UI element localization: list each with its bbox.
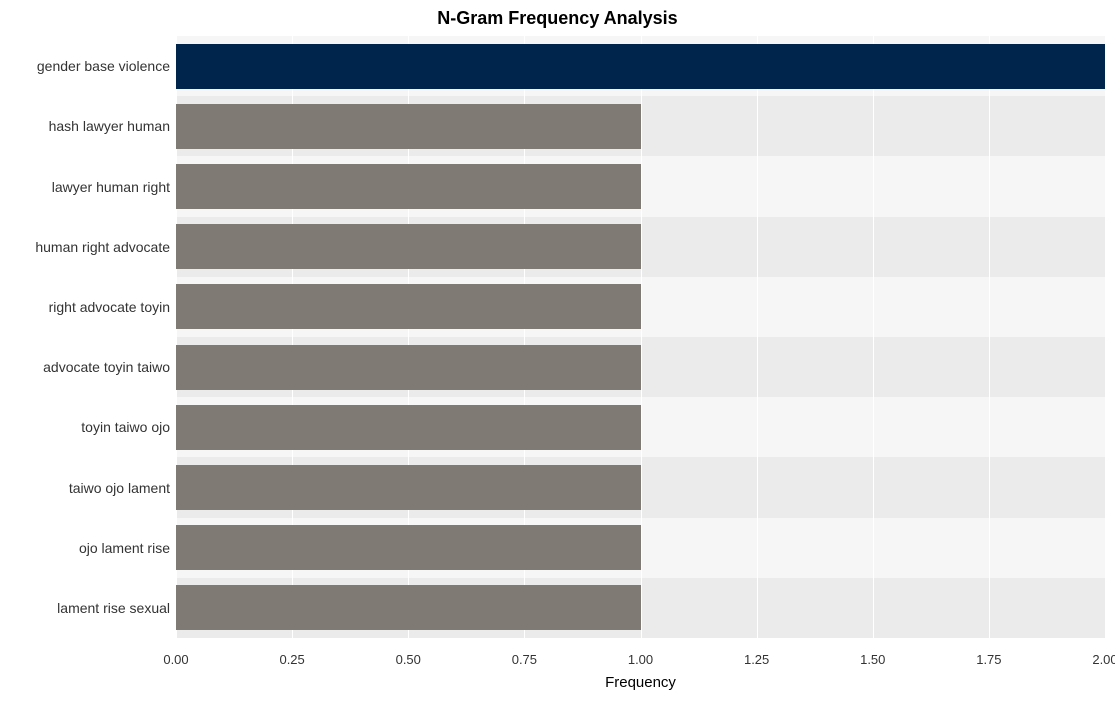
y-tick-label: human right advocate <box>35 240 170 254</box>
bar <box>176 465 641 510</box>
y-tick-label: lawyer human right <box>52 180 170 194</box>
y-tick-label: ojo lament rise <box>79 541 170 555</box>
bar <box>176 284 641 329</box>
bar <box>176 405 641 450</box>
y-tick-label: lament rise sexual <box>57 601 170 615</box>
y-tick-label: right advocate toyin <box>49 300 170 314</box>
y-tick-label: gender base violence <box>37 59 170 73</box>
x-tick-label: 1.00 <box>628 652 653 667</box>
x-tick-label: 0.50 <box>396 652 421 667</box>
gridline <box>989 36 990 638</box>
plot-panel <box>176 36 1105 638</box>
y-tick-label: hash lawyer human <box>49 119 170 133</box>
x-tick-label: 1.25 <box>744 652 769 667</box>
bar <box>176 164 641 209</box>
x-axis-title: Frequency <box>176 674 1105 691</box>
bar <box>176 44 1105 89</box>
y-tick-label: taiwo ojo lament <box>69 481 170 495</box>
gridline <box>873 36 874 638</box>
ngram-chart: N-Gram Frequency Analysis Frequency gend… <box>0 0 1115 701</box>
bar <box>176 224 641 269</box>
x-tick-label: 0.25 <box>279 652 304 667</box>
x-tick-label: 0.75 <box>512 652 537 667</box>
y-tick-label: toyin taiwo ojo <box>81 420 170 434</box>
chart-title: N-Gram Frequency Analysis <box>0 8 1115 29</box>
bar <box>176 525 641 570</box>
bar <box>176 585 641 630</box>
x-tick-label: 1.50 <box>860 652 885 667</box>
x-tick-label: 1.75 <box>976 652 1001 667</box>
bar <box>176 345 641 390</box>
y-tick-label: advocate toyin taiwo <box>43 360 170 374</box>
x-tick-label: 0.00 <box>163 652 188 667</box>
gridline <box>641 36 642 638</box>
bar <box>176 104 641 149</box>
gridline <box>757 36 758 638</box>
x-tick-label: 2.00 <box>1092 652 1115 667</box>
